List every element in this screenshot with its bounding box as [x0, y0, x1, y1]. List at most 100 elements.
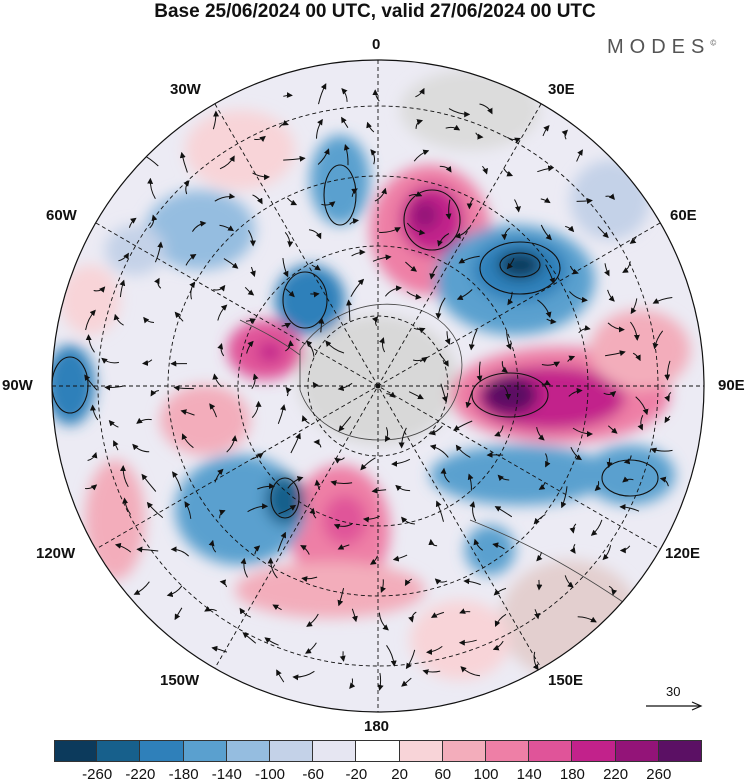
wind-vector [93, 286, 106, 293]
wind-vector [463, 578, 481, 586]
lon-label-120e: 120E [665, 545, 701, 562]
wind-vector [349, 218, 359, 225]
wind-vector [507, 291, 514, 306]
wind-vector [608, 585, 618, 596]
wind-vector [147, 177, 156, 199]
wind-vectors [84, 83, 673, 691]
wind-vector [479, 103, 493, 115]
wind-vector [492, 542, 505, 550]
wind-vector [664, 360, 671, 381]
wind-vector [503, 386, 512, 400]
wind-vector [174, 607, 183, 621]
wind-vector [283, 92, 293, 99]
positive-anomaly [85, 460, 145, 580]
wind-vector [455, 444, 471, 458]
lon-label-60e: 60E [670, 207, 697, 224]
wind-vector [173, 385, 194, 392]
wind-vector [257, 483, 275, 490]
wind-vector [607, 322, 625, 333]
wind-vector [540, 197, 551, 204]
wind-vector [132, 443, 150, 453]
wind-vector [545, 264, 555, 285]
colorbar-tick-label: 100 [473, 766, 499, 783]
wind-vector [214, 193, 236, 202]
wind-vector [415, 119, 424, 129]
wind-vector [267, 557, 278, 579]
wind-vector [369, 555, 378, 565]
colorbar-tick-label: -60 [302, 766, 325, 783]
wind-vector [577, 616, 597, 623]
reference-arrow-icon [646, 701, 703, 711]
wind-vector [85, 309, 96, 331]
wind-vector [401, 677, 412, 687]
wind-vector [314, 479, 321, 491]
wind-vector [501, 227, 511, 241]
wind-vector [371, 487, 387, 494]
wind-vector [538, 482, 546, 490]
wind-vector [311, 264, 321, 271]
wind-vector [337, 382, 353, 392]
wind-vector [652, 330, 664, 350]
positive-anomaly [411, 200, 439, 230]
wind-vector [317, 148, 330, 165]
negative-anomaly [275, 265, 345, 335]
wind-vector [213, 284, 226, 292]
wind-vector [219, 224, 235, 232]
wind-vector [590, 519, 603, 536]
wind-vector [179, 151, 188, 173]
wind-vector [301, 415, 310, 424]
wind-vector [572, 427, 593, 437]
wind-vector [473, 538, 483, 551]
wind-vector [252, 194, 263, 205]
wind-vector [251, 400, 262, 418]
wind-vector [541, 361, 561, 368]
wind-vector [239, 607, 251, 618]
wind-vector [318, 83, 327, 105]
wind-vector [337, 544, 350, 550]
wind-vector [119, 279, 126, 298]
colorbar-segment [97, 740, 141, 762]
wind-vector [652, 297, 673, 304]
wind-vector [413, 327, 426, 334]
wind-vector [219, 579, 228, 588]
wind-vector [133, 581, 150, 595]
wind-vector [664, 415, 671, 424]
wind-vector [377, 672, 384, 691]
wind-vector [597, 226, 609, 239]
colorbar-segment [226, 740, 271, 762]
negative-anomaly [498, 251, 542, 279]
wind-vector [430, 611, 445, 618]
positive-anomaly [60, 265, 120, 335]
wind-vector [343, 144, 350, 166]
wind-vector [415, 87, 425, 98]
wind-vector [564, 575, 574, 588]
wind-vector [406, 222, 426, 236]
wind-vector [604, 263, 610, 277]
wind-vector [305, 340, 315, 357]
wind-vector [507, 136, 521, 144]
wind-vector [380, 579, 386, 593]
wind-vector [217, 304, 228, 321]
wind-vector [514, 199, 521, 213]
wind-vector [607, 289, 615, 302]
wind-vector [204, 605, 217, 612]
wind-vector [281, 322, 292, 329]
wind-vector [349, 678, 356, 689]
lon-label-180: 180 [364, 718, 390, 735]
colorbar-segment [183, 740, 227, 762]
wind-vector [440, 467, 450, 483]
wind-vector [619, 545, 631, 554]
wind-vector [537, 165, 555, 173]
wind-vector [247, 230, 256, 247]
colorbar-segment [140, 740, 184, 762]
wind-vector [536, 427, 545, 441]
lon-label-30w: 30W [170, 81, 201, 98]
positive-anomaly [590, 310, 690, 390]
wind-vector [312, 381, 323, 389]
wind-vector [532, 651, 539, 671]
wind-vector [569, 523, 577, 534]
colorbar-segment [399, 740, 443, 762]
wind-vector [214, 468, 224, 483]
wind-vector [506, 257, 515, 270]
